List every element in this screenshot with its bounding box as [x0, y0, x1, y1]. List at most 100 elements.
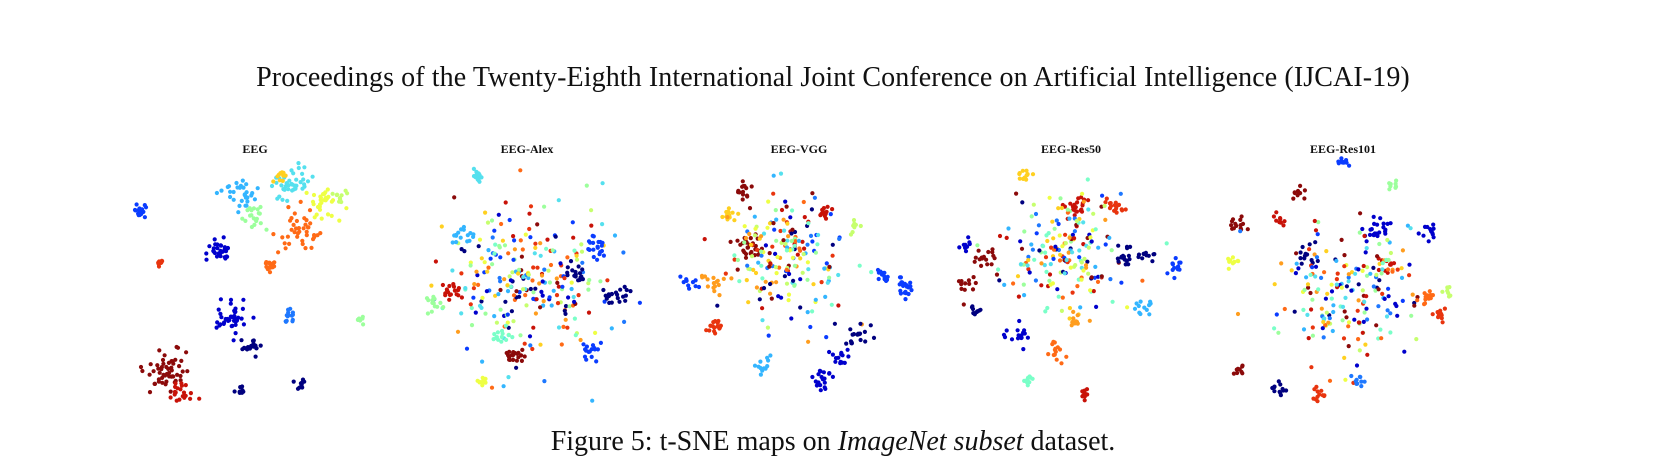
tsne-point [1147, 312, 1152, 317]
tsne-point [766, 199, 771, 204]
tsne-point [1385, 237, 1390, 243]
tsne-point [806, 267, 811, 272]
tsne-point [909, 288, 914, 293]
tsne-point [1380, 291, 1385, 296]
tsne-point [1006, 226, 1011, 231]
tsne-point [827, 349, 832, 355]
tsne-point [535, 222, 540, 227]
tsne-point [1439, 311, 1444, 316]
tsne-point [1078, 305, 1083, 310]
tsne-point [718, 323, 723, 328]
scatter-eeg-res101 [1226, 156, 1453, 404]
tsne-point [1238, 217, 1243, 222]
tsne-point [790, 208, 795, 213]
tsne-point [1164, 241, 1169, 246]
tsne-point [1298, 183, 1303, 188]
tsne-point [819, 374, 824, 380]
tsne-point [456, 230, 461, 235]
tsne-point [754, 285, 759, 290]
tsne-point [811, 282, 816, 287]
tsne-point [334, 192, 339, 198]
tsne-point [500, 331, 505, 336]
tsne-point [1047, 278, 1052, 283]
tsne-point [1295, 188, 1301, 194]
tsne-point [1388, 250, 1393, 256]
tsne-point [215, 320, 220, 325]
tsne-point [498, 255, 503, 260]
tsne-point [506, 251, 511, 256]
tsne-point [783, 199, 788, 204]
tsne-point [1094, 304, 1099, 309]
tsne-point [1026, 258, 1031, 263]
tsne-point [565, 265, 570, 270]
tsne-point [824, 335, 829, 340]
tsne-point [752, 233, 758, 238]
tsne-point [531, 265, 536, 270]
tsne-point [1364, 273, 1370, 278]
tsne-point [228, 297, 234, 302]
tsne-point [301, 177, 306, 182]
tsne-point [1046, 352, 1051, 357]
tsne-point [774, 271, 779, 276]
tsne-point [1374, 323, 1379, 328]
tsne-point [1060, 295, 1065, 300]
tsne-point [264, 260, 269, 265]
tsne-point [559, 342, 564, 347]
tsne-point [459, 227, 464, 232]
tsne-point [1364, 306, 1369, 311]
tsne-point [337, 218, 342, 223]
tsne-point [758, 365, 763, 371]
tsne-point [533, 245, 538, 250]
tsne-point [438, 300, 443, 305]
tsne-point [490, 262, 495, 267]
tsne-point [823, 216, 829, 221]
tsne-point [1075, 313, 1080, 318]
tsne-point [1125, 246, 1130, 251]
tsne-point [505, 312, 510, 317]
tsne-point [425, 311, 430, 316]
tsne-point [784, 204, 789, 209]
tsne-point [1121, 254, 1126, 259]
tsne-point [179, 358, 184, 363]
tsne-point [477, 379, 482, 384]
tsne-point [583, 347, 588, 352]
tsne-point [1355, 308, 1360, 313]
tsne-point [798, 256, 803, 261]
tsne-point [1019, 333, 1024, 338]
tsne-point [508, 278, 513, 283]
tsne-point [1056, 206, 1061, 211]
tsne-point [1385, 267, 1391, 272]
tsne-point [578, 337, 583, 343]
tsne-point [1276, 330, 1281, 335]
tsne-point [792, 243, 797, 248]
tsne-point [863, 339, 868, 344]
tsne-point [511, 293, 517, 298]
tsne-point [1346, 324, 1351, 329]
tsne-point [292, 230, 297, 235]
tsne-point [538, 342, 543, 347]
tsne-point [563, 304, 569, 309]
tsne-point [740, 179, 745, 184]
tsne-point [775, 254, 780, 260]
tsne-point [1295, 193, 1300, 198]
tsne-point [1096, 245, 1101, 250]
tsne-point [488, 256, 493, 261]
tsne-point [499, 334, 504, 340]
tsne-point [1125, 305, 1130, 310]
tsne-point [572, 316, 577, 321]
tsne-point [997, 278, 1002, 283]
tsne-point [1017, 171, 1022, 176]
tsne-point [785, 221, 790, 226]
tsne-point [758, 359, 763, 364]
tsne-point [805, 242, 810, 247]
tsne-point [1059, 308, 1064, 313]
tsne-point [1314, 255, 1320, 260]
tsne-point [1390, 269, 1395, 274]
tsne-point [1322, 270, 1327, 275]
tsne-point [1080, 191, 1085, 196]
tsne-point [1349, 373, 1354, 379]
tsne-point [298, 199, 303, 204]
tsne-point [1440, 289, 1445, 294]
tsne-point [1172, 275, 1177, 281]
tsne-point [621, 294, 626, 299]
